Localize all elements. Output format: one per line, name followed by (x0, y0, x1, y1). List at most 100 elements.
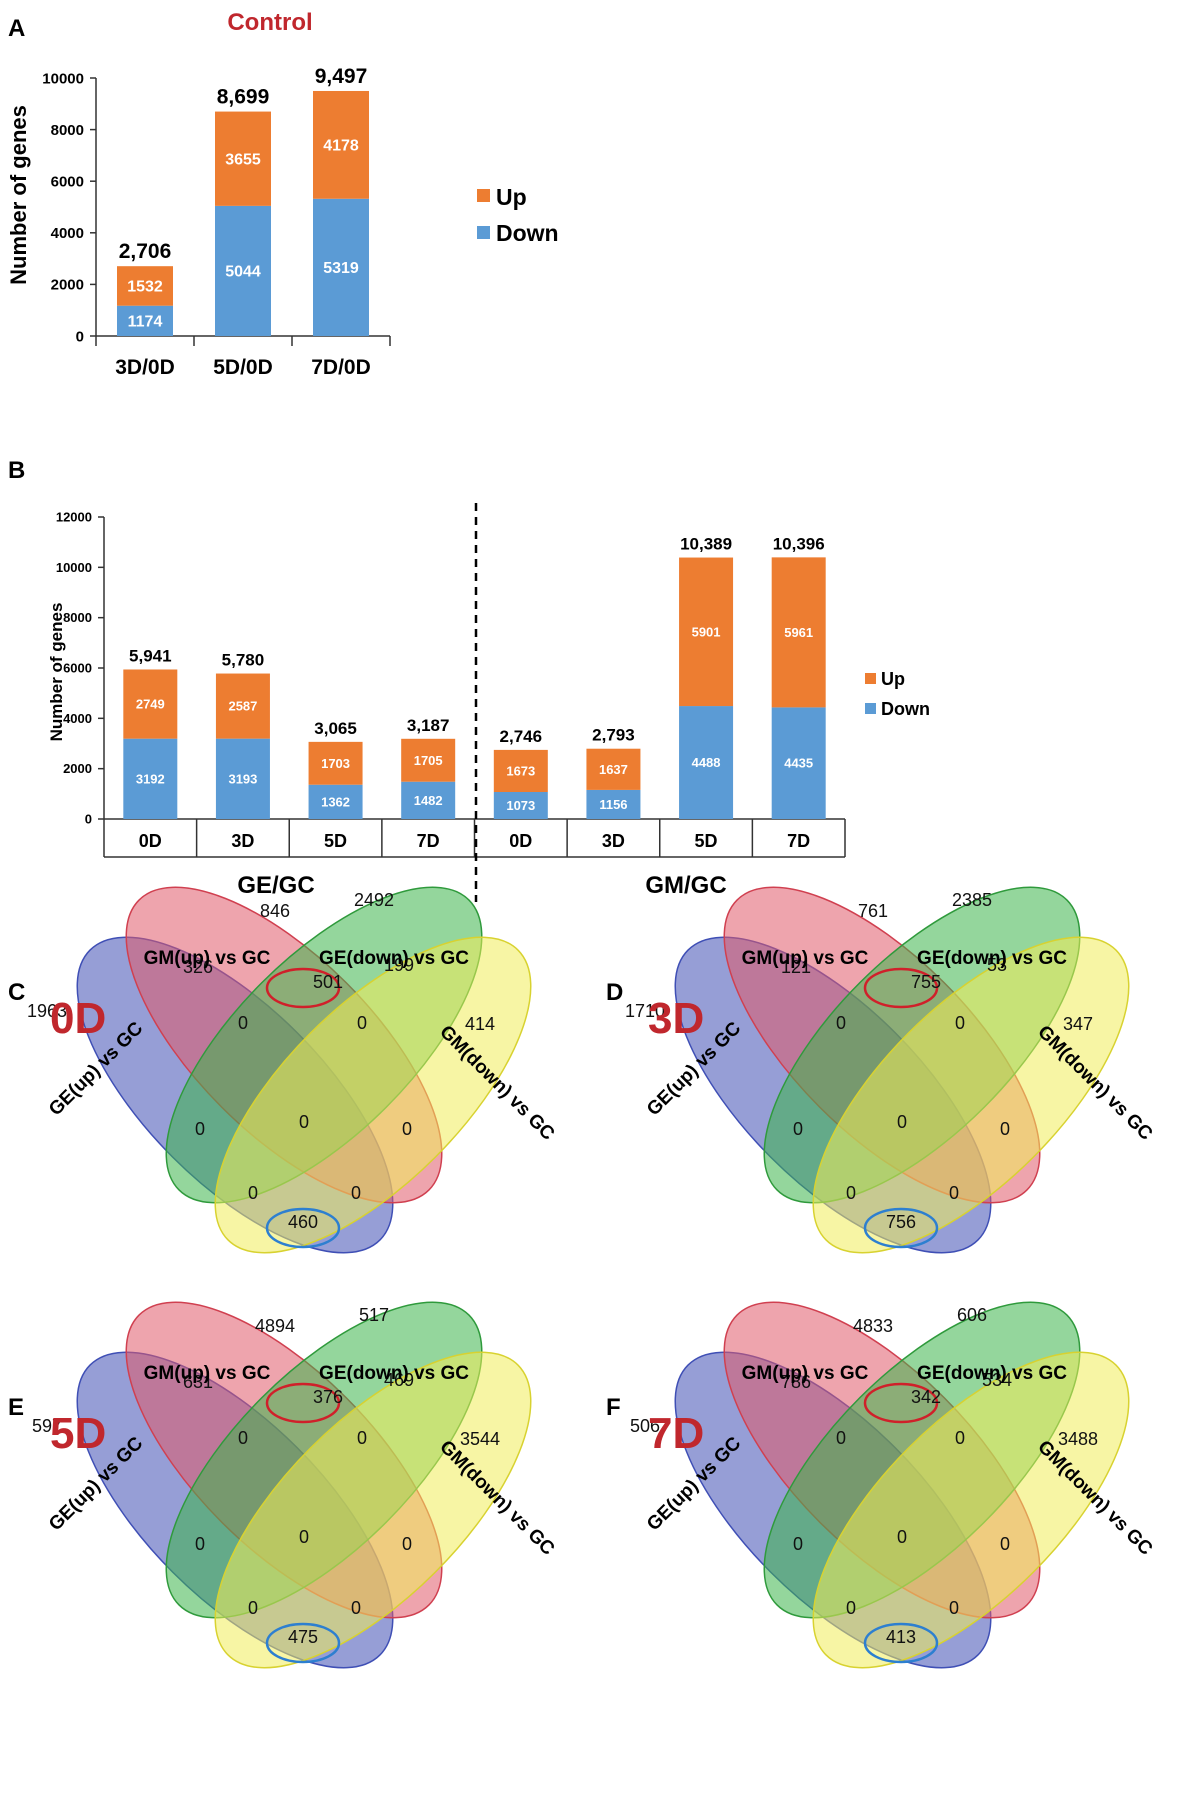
venn-value-ge-up-gm-up: 121 (781, 957, 811, 977)
venn-day-label: 0D (50, 994, 106, 1043)
bar-down (679, 706, 734, 819)
total-label: 10,396 (773, 534, 825, 553)
venn-value-three-c: 0 (248, 1598, 258, 1618)
bar-up (493, 749, 548, 792)
bar-up (771, 557, 826, 708)
group-label-gm-gc: GM/GC (645, 872, 726, 899)
venn-value-three-d: 0 (351, 1598, 361, 1618)
venn-value-three-a: 0 (836, 1428, 846, 1448)
bar-up (586, 748, 641, 790)
venn-label-gm-up: GM(up) vs GC (742, 1363, 869, 1384)
legend-up-swatch (865, 673, 876, 684)
x-category-label: 3D/0D (115, 356, 175, 379)
venn-value-gm-up-ge-down: 342 (911, 1387, 941, 1407)
venn-value-three-c: 0 (846, 1183, 856, 1203)
data-label-down: 1482 (414, 793, 443, 808)
venn-value-ge-up-gm-up: 786 (781, 1372, 811, 1392)
venn-set-gm-down (214, 936, 532, 1254)
venn-value-ge-down: 2492 (354, 890, 394, 910)
venn-value-gm-up: 846 (260, 901, 290, 921)
highlight-circle-red (265, 1382, 341, 1424)
venn-value-gm-down: 3544 (460, 1429, 500, 1449)
venn-value-all: 0 (299, 1527, 309, 1547)
venn-value-ge-up-gm-down: 413 (886, 1627, 916, 1647)
x-category-label: 5D (695, 831, 718, 851)
data-label-up: 1705 (414, 753, 443, 768)
venn-label-ge-down: GE(down) vs GC (319, 948, 469, 969)
venn-value-gm-down: 3488 (1058, 1429, 1098, 1449)
y-tick-label: 4000 (51, 225, 84, 242)
panel-b: B Number of genes 0 2000 4000 6000 8000 10000… (8, 457, 930, 902)
data-label-down: 4488 (692, 755, 721, 770)
venn-value-gm-up: 4894 (255, 1316, 295, 1336)
panel-a-bars: 1174 1532 2,706 5044 3655 8,699 5319 4178 9,497 (117, 65, 369, 336)
data-label-up: 5961 (784, 625, 813, 640)
venn-value-ge-down-gm-down: 469 (384, 1370, 414, 1390)
y-tick-label: 2000 (63, 761, 92, 776)
venn-value-three-a: 0 (238, 1428, 248, 1448)
venn-value-ge-up: 597 (32, 1416, 62, 1436)
data-label-up: 2587 (228, 699, 257, 714)
panel-a-letter: A (8, 15, 25, 42)
venn-value-ge-down-gm-down: 534 (982, 1370, 1012, 1390)
bar-up (123, 669, 178, 739)
data-label-up: 5901 (692, 624, 721, 639)
venn-value-ge-up: 1963 (27, 1001, 67, 1021)
venn-value-three-b: 0 (955, 1428, 965, 1448)
highlight-circle-blue (863, 1207, 939, 1249)
venn-value-ge-up-ge-down: 0 (793, 1534, 803, 1554)
data-label-down: 4435 (784, 756, 813, 771)
panel-a-ylabel: Number of genes (6, 105, 31, 285)
data-label-up: 4178 (323, 137, 359, 154)
y-tick-label: 12000 (56, 510, 92, 525)
venn-value-gm-up-gm-down: 0 (1000, 1534, 1010, 1554)
bar-down (771, 707, 826, 819)
bar-up (401, 738, 456, 782)
venn-panel-letter: D (606, 979, 623, 1006)
venn-value-gm-up-ge-down: 755 (911, 972, 941, 992)
total-label: 5,941 (129, 646, 172, 665)
y-tick-label: 8000 (51, 122, 84, 139)
x-category-label: 7D (417, 831, 440, 851)
venn-value-ge-down: 2385 (952, 890, 992, 910)
venn-value-ge-up: 1710 (625, 1001, 665, 1021)
y-tick-label: 0 (85, 812, 92, 827)
venn-label-ge-down: GE(down) vs GC (319, 1363, 469, 1384)
venn-label-gm-up: GM(up) vs GC (742, 948, 869, 969)
total-label: 3,187 (407, 716, 450, 735)
bar-up (215, 111, 271, 206)
x-category-label: 5D/0D (213, 356, 273, 379)
venn-value-ge-up-ge-down: 0 (195, 1534, 205, 1554)
legend-down-swatch (477, 226, 490, 239)
panel-a-title: Control (227, 9, 312, 36)
venn-value-three-c: 0 (248, 1183, 258, 1203)
venn-label-gm-up: GM(up) vs GC (144, 948, 271, 969)
bar-down (586, 789, 641, 819)
bar-up (313, 90, 369, 199)
highlight-circle-blue (863, 1622, 939, 1664)
venn-day-label: 5D (50, 1409, 106, 1458)
panel-a-legend: Up Down (477, 184, 559, 246)
venn-value-ge-up-gm-up: 631 (183, 1372, 213, 1392)
venn-value-gm-up-gm-down: 0 (402, 1119, 412, 1139)
venn-value-ge-down-gm-down: 199 (384, 955, 414, 975)
venn-value-three-d: 0 (351, 1183, 361, 1203)
venn-value-three-b: 0 (357, 1428, 367, 1448)
data-label-down: 1362 (321, 794, 350, 809)
highlight-circle-red (863, 1382, 939, 1424)
venn-value-ge-down-gm-down: 53 (987, 955, 1007, 975)
legend-up-label: Up (496, 184, 527, 210)
venn-value-ge-up-gm-down: 460 (288, 1212, 318, 1232)
venn-day-label: 3D (648, 994, 704, 1043)
data-label-down: 5319 (323, 260, 359, 277)
venn-label-ge-down: GE(down) vs GC (917, 948, 1067, 969)
data-label-up: 1637 (599, 762, 628, 777)
x-category-label: 5D (324, 831, 347, 851)
y-tick-label: 8000 (63, 610, 92, 625)
venn-value-ge-down: 517 (359, 1305, 389, 1325)
venn-value-ge-down: 606 (957, 1305, 987, 1325)
venn-value-gm-up: 4833 (853, 1316, 893, 1336)
